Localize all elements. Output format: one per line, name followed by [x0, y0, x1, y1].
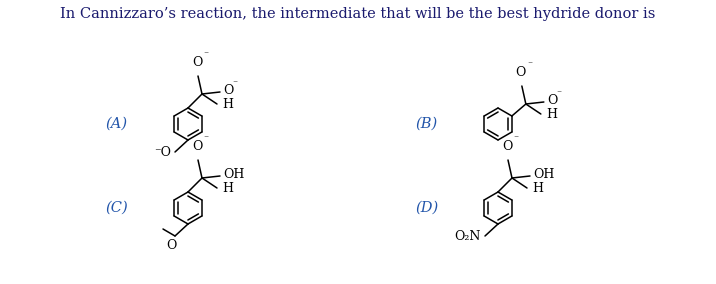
Text: H: H: [222, 183, 233, 195]
Text: O: O: [166, 239, 176, 252]
Text: ⁻: ⁻: [527, 60, 532, 69]
Text: O: O: [192, 140, 202, 153]
Text: H: H: [222, 99, 233, 112]
Text: OH: OH: [533, 168, 554, 181]
Text: O₂N: O₂N: [455, 231, 481, 243]
Text: O: O: [223, 85, 233, 97]
Text: H: H: [546, 108, 557, 122]
Text: O: O: [547, 95, 557, 108]
Text: (A): (A): [105, 117, 127, 131]
Text: (D): (D): [415, 201, 438, 215]
Text: ⁻O: ⁻O: [154, 147, 171, 160]
Text: O: O: [516, 66, 526, 79]
Text: H: H: [532, 183, 543, 195]
Text: ⁻: ⁻: [203, 50, 208, 59]
Text: (B): (B): [415, 117, 437, 131]
Text: O: O: [192, 56, 202, 69]
Text: ⁻: ⁻: [556, 89, 561, 99]
Text: O: O: [502, 140, 512, 153]
Text: ⁻: ⁻: [203, 134, 208, 143]
Text: OH: OH: [223, 168, 244, 181]
Text: ⁻: ⁻: [513, 134, 518, 143]
Text: ⁻: ⁻: [232, 80, 237, 89]
Text: In Cannizzaro’s reaction, the intermediate that will be the best hydride donor i: In Cannizzaro’s reaction, the intermedia…: [60, 7, 656, 21]
Text: (C): (C): [105, 201, 127, 215]
